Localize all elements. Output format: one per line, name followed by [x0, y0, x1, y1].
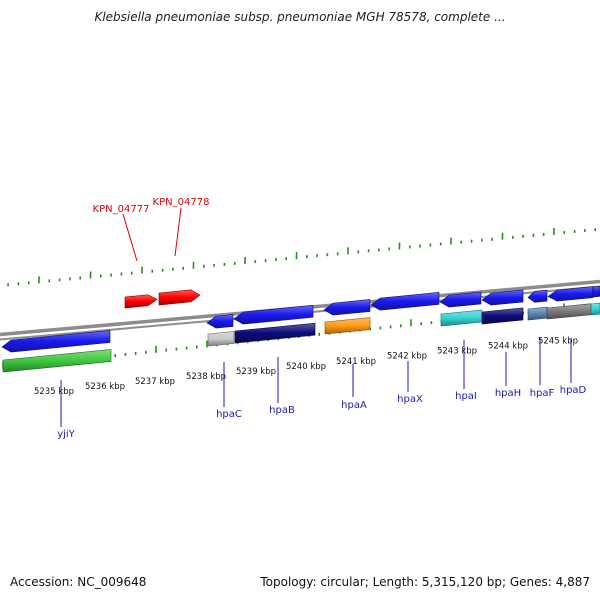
gene-blue-1[interactable] [206, 314, 234, 329]
gene-blue-3[interactable] [323, 299, 371, 316]
gene-label-hpai: hpaI [455, 391, 477, 402]
gene-blue-left[interactable] [1, 330, 111, 353]
gene-gray-hpac[interactable] [207, 331, 235, 347]
gene-gray-2[interactable] [546, 303, 592, 320]
map-title: Klebsiella pneumoniae subsp. pneumoniae … [94, 10, 506, 24]
gene-cyan-edge[interactable] [590, 302, 600, 316]
gene-blue-6[interactable] [481, 289, 524, 306]
scale-label: 5244 kbp [488, 342, 528, 352]
gene-label-yjiy: yjiY [57, 429, 75, 440]
gene-hpaa[interactable] [324, 317, 371, 335]
gene-label-hpac: hpaC [216, 409, 242, 420]
gene-hpah[interactable] [481, 307, 524, 325]
gene-label-hpaa: hpaA [341, 400, 367, 411]
scale-label: 5238 kbp [186, 372, 226, 382]
gene-yjiy[interactable] [2, 349, 112, 373]
gene-label-hpab: hpaB [269, 405, 295, 416]
gene-leader-line [122, 213, 138, 262]
gene-blue-4[interactable] [370, 292, 440, 311]
gene-hpaf[interactable] [527, 306, 548, 321]
gene-hpai[interactable] [440, 309, 483, 327]
gene-blue-5[interactable] [439, 291, 482, 308]
gene-kpn-04778[interactable] [158, 289, 201, 306]
gene-label-kpn_04778: KPN_04778 [153, 197, 210, 208]
accession-label: Accession: NC_009648 [10, 575, 147, 589]
scale-label: 5241 kbp [336, 357, 376, 367]
gene-label-hpah: hpaH [495, 388, 521, 399]
scale-label: 5236 kbp [85, 382, 125, 392]
scale-label: 5242 kbp [387, 352, 427, 362]
gene-label-hpad: hpaD [560, 385, 587, 396]
gene-blue-9[interactable] [592, 286, 600, 298]
gene-blue-2[interactable] [233, 304, 314, 325]
gene-label-hpaf: hpaF [530, 388, 555, 399]
gene-blue-7[interactable] [527, 289, 548, 303]
scale-label: 5245 kbp [538, 337, 578, 347]
gene-blue-8[interactable] [547, 286, 594, 302]
scale-label: 5235 kbp [34, 387, 74, 397]
gene-kpn-04777[interactable] [124, 294, 158, 309]
topology-label: Topology: circular; Length: 5,315,120 bp… [260, 575, 590, 589]
gene-label-hpax: hpaX [397, 394, 423, 405]
gene-label-kpn_04777: KPN_04777 [93, 204, 150, 215]
scale-label: 5237 kbp [135, 377, 175, 387]
gene-leader-line [174, 207, 182, 257]
scale-label: 5240 kbp [286, 362, 326, 372]
gene-hpab[interactable] [234, 322, 316, 344]
scale-label: 5239 kbp [236, 367, 276, 377]
scale-label: 5243 kbp [437, 347, 477, 357]
